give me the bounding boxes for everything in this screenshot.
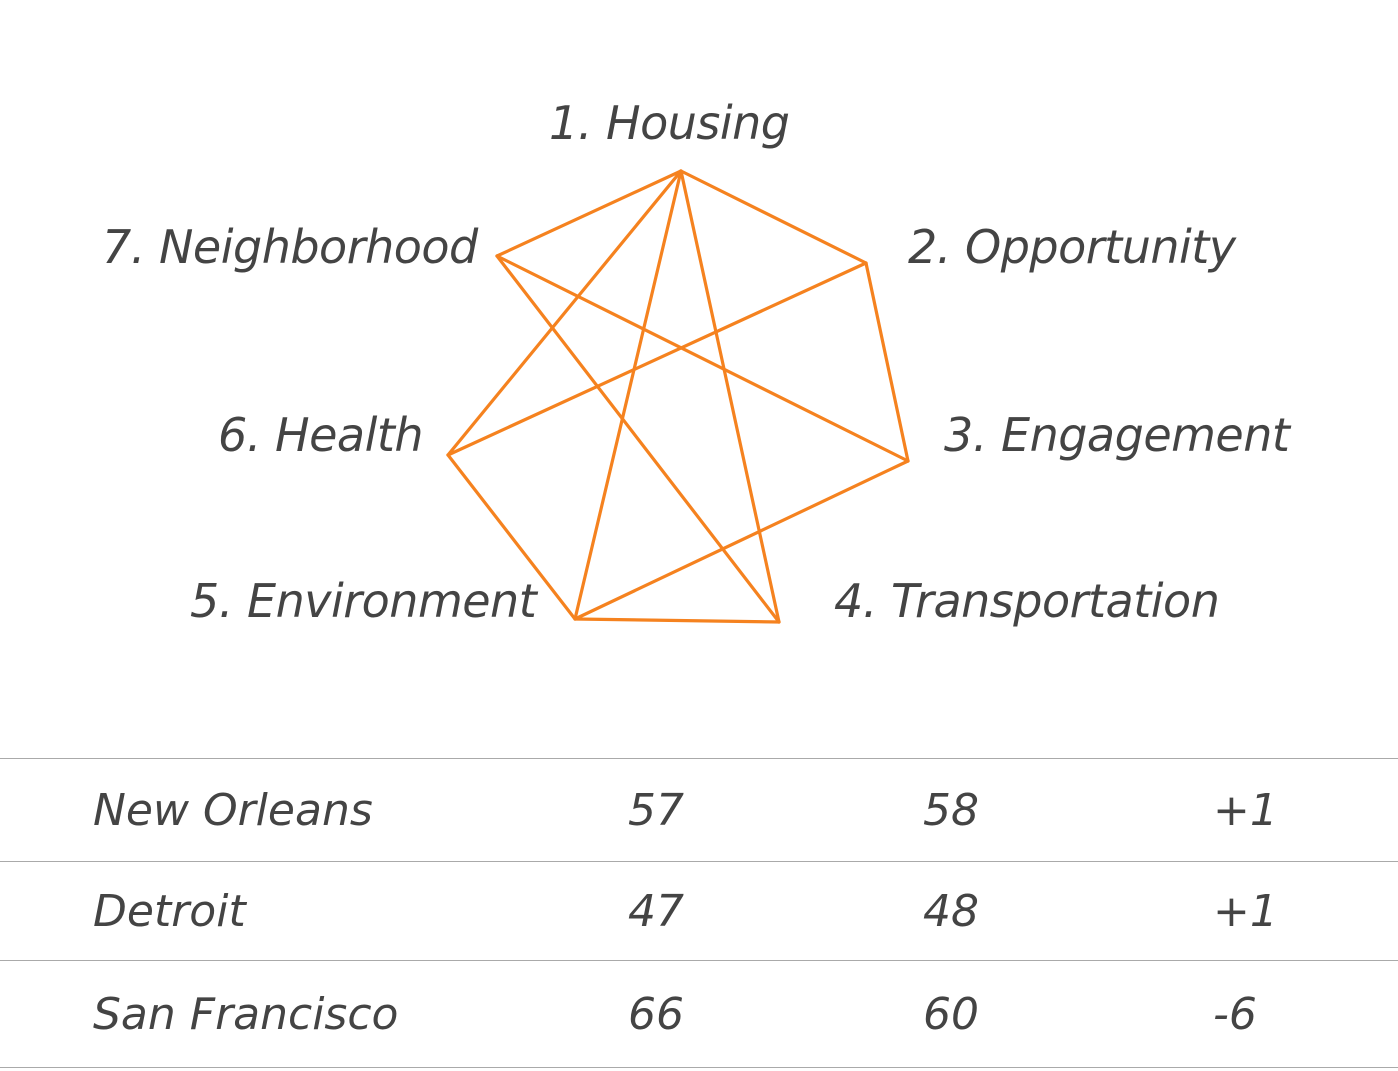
- node-label-engagement: 3. Engagement: [944, 408, 1290, 462]
- score-a-cell: 47: [628, 885, 684, 937]
- node-label-transportation: 4. Transportation: [834, 574, 1220, 628]
- edge-opportunity-engagement: [864, 261, 910, 463]
- edge-housing-health: [446, 169, 683, 457]
- city-cell: New Orleans: [93, 784, 373, 836]
- scores-table: New Orleans 57 58 +1 Detroit 47 48 +1 Sa…: [0, 758, 1398, 1068]
- city-cell: San Francisco: [93, 988, 399, 1040]
- score-b-cell: 60: [923, 988, 979, 1040]
- edge-housing-opportunity: [679, 169, 868, 265]
- edge-health-environment: [446, 453, 577, 621]
- change-cell: +1: [1213, 885, 1278, 937]
- change-cell: -6: [1213, 988, 1257, 1040]
- node-label-opportunity: 2. Opportunity: [908, 220, 1236, 274]
- change-cell: +1: [1213, 784, 1278, 836]
- node-label-health: 6. Health: [218, 408, 424, 462]
- edge-engagement-environment: [573, 459, 910, 621]
- edge-transportation-neighborhood: [495, 254, 781, 624]
- score-a-cell: 57: [628, 784, 684, 836]
- score-b-cell: 58: [923, 784, 979, 836]
- score-a-cell: 66: [628, 988, 684, 1040]
- city-cell: Detroit: [93, 885, 246, 937]
- diagram-edges: [446, 169, 910, 624]
- table-row: Detroit 47 48 +1: [0, 861, 1398, 961]
- edge-housing-transportation: [679, 169, 781, 624]
- table-row: New Orleans 57 58 +1: [0, 758, 1398, 862]
- network-diagram: [446, 169, 910, 624]
- edge-neighborhood-housing: [495, 169, 683, 258]
- node-label-neighborhood: 7. Neighborhood: [102, 220, 478, 274]
- edge-housing-environment: [573, 169, 683, 621]
- node-label-environment: 5. Environment: [190, 574, 537, 628]
- edge-environment-transportation: [573, 617, 781, 624]
- edge-neighborhood-engagement: [495, 254, 910, 463]
- edge-opportunity-health: [446, 261, 868, 457]
- score-b-cell: 48: [923, 885, 979, 937]
- table-row: San Francisco 66 60 -6: [0, 960, 1398, 1068]
- node-label-housing: 1. Housing: [549, 96, 790, 150]
